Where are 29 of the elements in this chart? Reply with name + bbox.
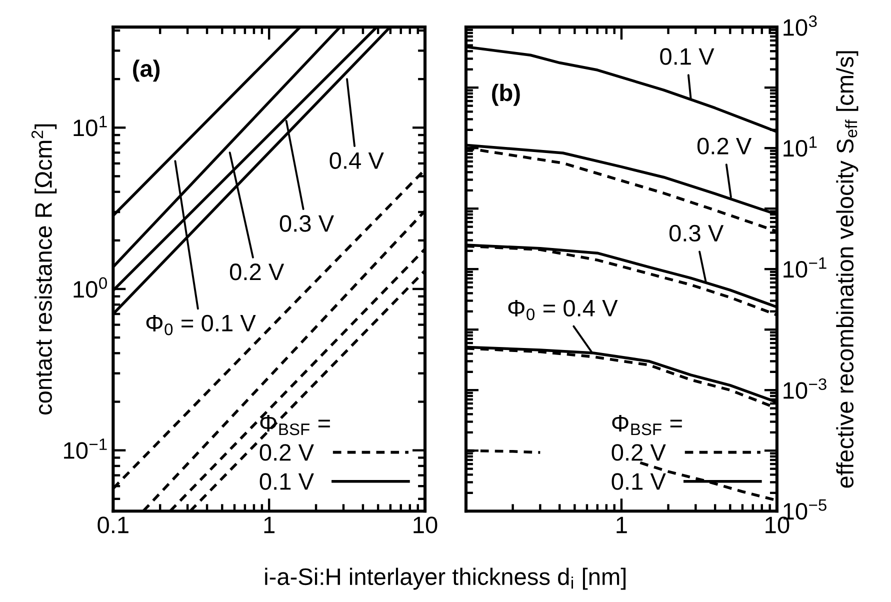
annotation: 0.4 V: [330, 152, 384, 169]
annotation: 0.3 V: [669, 224, 724, 242]
y-tick-label: 10$^{1}$: [74, 116, 107, 136]
x-tick-label: 10: [414, 516, 438, 534]
annotation: 0.3 V: [280, 215, 334, 232]
y-tick-label: 10$^{0}$: [74, 277, 107, 298]
x-tick-label: 1: [264, 516, 274, 534]
x-tick-label: 1: [616, 516, 627, 534]
y-tick-label: 10$^{−3}$: [784, 378, 826, 399]
annotation: (b): [492, 84, 520, 106]
x-axis-title: i-a-Si:H interlayer thickness d$_{i}$ [nm]: [265, 568, 626, 590]
y-axis-title: effective recombination velocity S$_{eff}$ [cm/s]: [836, 51, 858, 488]
annotation: Φ$_{0}$ = 0.1 V: [146, 314, 256, 336]
y-tick-label: 10$^{1}$: [784, 136, 817, 157]
annotation: Φ$_{0}$ = 0.4 V: [508, 300, 618, 320]
legend-label: 0.1 V: [612, 473, 666, 490]
legend-label: 0.2 V: [260, 444, 314, 461]
legend-label: 0.1 V: [260, 473, 314, 490]
y-tick-label: 10$^{3}$: [784, 15, 817, 36]
x-tick-label: 0.1: [98, 516, 128, 534]
annotation: 0.2 V: [697, 138, 752, 154]
annotation: 0.1 V: [660, 48, 714, 65]
y-tick-label: 10$^{−1}$: [64, 438, 107, 459]
annotation: 0.2 V: [230, 264, 284, 280]
annotation: (a): [133, 60, 160, 82]
legend-label: 0.2 V: [612, 444, 666, 461]
legend-title: Φ$_{BSF}$ =: [612, 414, 682, 436]
y-tick-label: 10$^{−1}$: [784, 257, 826, 278]
y-axis-title: contact resistance R [Ωcm$^{2}$]: [31, 124, 57, 414]
